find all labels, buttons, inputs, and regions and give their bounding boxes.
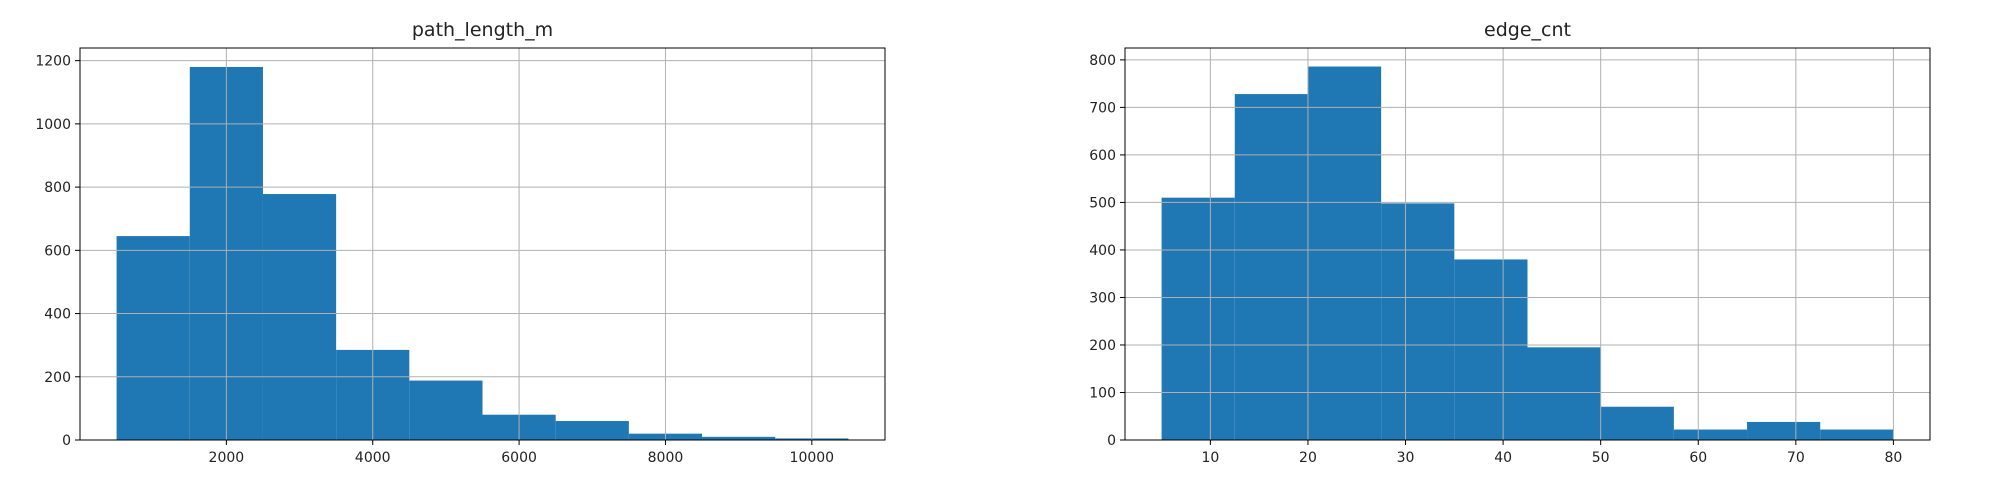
axes-frame [1124, 47, 1931, 441]
histogram-bar [555, 421, 629, 440]
x-tick-label: 6000 [501, 450, 537, 466]
y-tick-label: 700 [1089, 100, 1116, 116]
histogram-bar [1234, 94, 1308, 441]
histogram-bar [1454, 259, 1528, 440]
y-tick-label: 200 [44, 370, 71, 386]
axes-frame [79, 47, 886, 441]
x-tick-label: 10 [1201, 450, 1219, 466]
histogram-bar [702, 436, 776, 440]
x-tick-label: 70 [1787, 450, 1805, 466]
y-tick-label: 800 [44, 180, 71, 196]
x-tick-label: 2000 [209, 450, 245, 466]
histogram-bar [1600, 406, 1674, 440]
histogram-bar [1381, 203, 1455, 440]
histogram-bar [1161, 197, 1235, 440]
histogram-bar [1527, 347, 1601, 440]
x-tick-label: 10000 [790, 450, 835, 466]
chart-1: 10 20 30 40 50 60 70 80010020030040050060070080… [1089, 19, 1931, 466]
x-tick-label: 4000 [355, 450, 391, 466]
y-tick-label: 600 [1089, 148, 1116, 164]
y-tick-label: 1000 [35, 117, 71, 133]
chart-title: edge_cnt [1484, 19, 1571, 41]
histogram-bar [1673, 429, 1748, 440]
y-tick-label: 400 [44, 307, 71, 323]
x-tick-label: 20 [1299, 450, 1317, 466]
y-tick-label: 1200 [35, 54, 71, 70]
chart-title: path_length_m [412, 19, 553, 41]
histogram-bar [409, 380, 483, 440]
x-tick-label: 80 [1884, 450, 1902, 466]
x-tick-label: 50 [1592, 450, 1610, 466]
histogram-bar [1747, 421, 1821, 440]
x-tick-label: 8000 [648, 450, 684, 466]
y-tick-label: 0 [62, 433, 71, 449]
y-tick-label: 0 [1107, 433, 1116, 449]
histogram-bar [262, 194, 337, 440]
y-tick-label: 200 [1089, 338, 1116, 354]
y-tick-label: 400 [1089, 243, 1116, 259]
y-tick-label: 100 [1089, 385, 1116, 401]
chart-0: 2000 4000 6000 8000 10000 0 200 400 600 800 1000 12… [35, 19, 886, 466]
histogram-bar [1307, 66, 1382, 440]
y-tick-label: 800 [1089, 53, 1116, 69]
y-tick-label: 500 [1089, 195, 1116, 211]
x-tick-label: 30 [1397, 450, 1415, 466]
x-tick-label: 60 [1689, 450, 1707, 466]
x-tick-label: 40 [1494, 450, 1512, 466]
histogram-bar [116, 236, 190, 440]
y-tick-label: 300 [1089, 290, 1116, 306]
histogram-bar [1820, 429, 1894, 440]
y-tick-label: 600 [44, 243, 71, 259]
